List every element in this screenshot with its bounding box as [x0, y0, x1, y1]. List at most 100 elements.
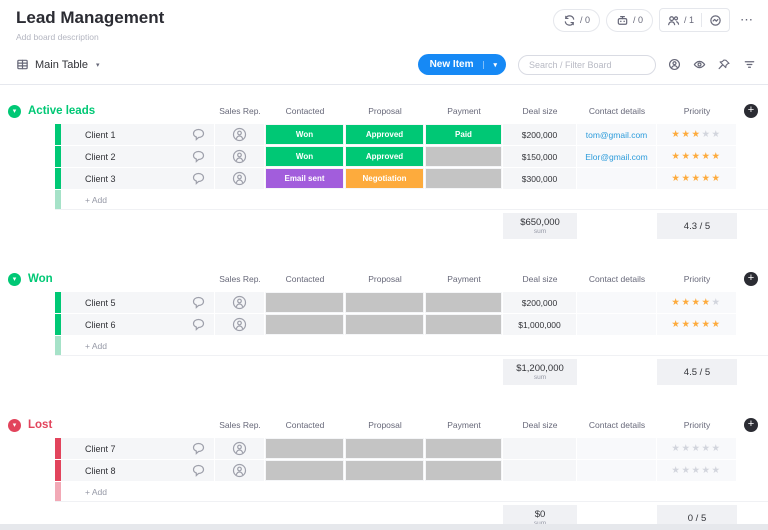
star-filled-icon[interactable]: ★ [711, 151, 722, 162]
star-filled-icon[interactable]: ★ [701, 151, 712, 162]
star-filled-icon[interactable]: ★ [681, 319, 692, 330]
chat-bubble-icon[interactable] [191, 463, 206, 478]
star-filled-icon[interactable]: ★ [691, 297, 702, 308]
deal-size-cell[interactable] [503, 438, 577, 459]
column-header-contacted[interactable]: Contacted [285, 420, 325, 430]
group-title[interactable]: Won [28, 273, 53, 285]
star-empty-icon[interactable]: ★ [701, 443, 712, 454]
star-filled-icon[interactable]: ★ [671, 129, 682, 140]
status-cell-contacted[interactable] [265, 292, 345, 313]
status-cell-payment[interactable] [425, 460, 503, 481]
status-cell-proposal[interactable] [345, 314, 425, 335]
status-cell-payment[interactable] [425, 314, 503, 335]
column-header-contact-details[interactable]: Contact details [588, 274, 646, 284]
star-filled-icon[interactable]: ★ [701, 319, 712, 330]
star-filled-icon[interactable]: ★ [701, 173, 712, 184]
star-empty-icon[interactable]: ★ [691, 465, 702, 476]
priority-cell[interactable]: ★ ★ ★ ★ ★ [657, 146, 737, 167]
tab-main-table[interactable]: Main Table ▾ [16, 58, 100, 71]
star-empty-icon[interactable]: ★ [711, 129, 722, 140]
star-filled-icon[interactable]: ★ [681, 297, 692, 308]
status-cell-proposal[interactable] [345, 438, 425, 459]
filter-icon[interactable] [743, 58, 756, 71]
star-filled-icon[interactable]: ★ [701, 297, 712, 308]
chat-bubble-icon[interactable] [191, 295, 206, 310]
invite-members-button[interactable]: / 1 [667, 14, 694, 27]
column-header-deal-size[interactable]: Deal size [522, 106, 558, 116]
priority-cell[interactable]: ★ ★ ★ ★ ★ [657, 460, 737, 481]
star-empty-icon[interactable]: ★ [701, 465, 712, 476]
group-title[interactable]: Lost [28, 419, 53, 431]
person-filter-icon[interactable] [668, 58, 681, 71]
deal-size-cell[interactable]: $1,000,000 [503, 314, 577, 335]
star-empty-icon[interactable]: ★ [711, 297, 722, 308]
column-header-priority[interactable]: Priority [683, 106, 711, 116]
column-header-proposal[interactable]: Proposal [368, 274, 402, 284]
status-cell-contacted[interactable] [265, 314, 345, 335]
column-header-deal-size[interactable]: Deal size [522, 274, 558, 284]
item-name-cell[interactable]: Client 5 [61, 292, 215, 313]
item-name-cell[interactable]: Client 2 [61, 146, 215, 167]
item-name-cell[interactable]: Client 8 [61, 460, 215, 481]
item-name-cell[interactable]: Client 6 [61, 314, 215, 335]
star-filled-icon[interactable]: ★ [691, 173, 702, 184]
star-filled-icon[interactable]: ★ [691, 151, 702, 162]
status-cell-payment[interactable] [425, 438, 503, 459]
status-cell-proposal[interactable]: Approved [345, 124, 425, 145]
star-empty-icon[interactable]: ★ [711, 443, 722, 454]
star-filled-icon[interactable]: ★ [671, 297, 682, 308]
status-cell-payment[interactable] [425, 292, 503, 313]
column-header-priority[interactable]: Priority [683, 274, 711, 284]
status-cell-contacted[interactable]: Email sent [265, 168, 345, 189]
add-item-row[interactable]: + Add [55, 336, 768, 356]
activity-icon[interactable] [709, 14, 722, 27]
group-collapse-icon[interactable]: ▾ [8, 272, 21, 286]
board-menu-icon[interactable]: ⋯ [740, 12, 754, 27]
star-empty-icon[interactable]: ★ [671, 465, 682, 476]
star-filled-icon[interactable]: ★ [681, 173, 692, 184]
hidden-columns-eye-icon[interactable] [693, 58, 706, 71]
priority-cell[interactable]: ★ ★ ★ ★ ★ [657, 292, 737, 313]
contact-details-cell[interactable] [577, 168, 657, 189]
item-name-cell[interactable]: Client 1 [61, 124, 215, 145]
status-cell-proposal[interactable]: Approved [345, 146, 425, 167]
sales-rep-cell[interactable] [215, 292, 265, 313]
column-header-proposal[interactable]: Proposal [368, 420, 402, 430]
search-input[interactable] [529, 59, 645, 70]
sales-rep-cell[interactable] [215, 314, 265, 335]
add-item-row[interactable]: + Add [55, 482, 768, 502]
star-empty-icon[interactable]: ★ [691, 443, 702, 454]
contact-details-cell[interactable] [577, 438, 657, 459]
status-cell-payment[interactable] [425, 146, 503, 167]
add-column-button[interactable]: + [744, 272, 758, 286]
group-collapse-icon[interactable]: ▾ [8, 418, 21, 432]
priority-cell[interactable]: ★ ★ ★ ★ ★ [657, 124, 737, 145]
priority-cell[interactable]: ★ ★ ★ ★ ★ [657, 438, 737, 459]
new-item-button[interactable]: New Item ▾ [417, 54, 506, 75]
chat-bubble-icon[interactable] [191, 149, 206, 164]
status-cell-contacted[interactable] [265, 460, 345, 481]
column-header-payment[interactable]: Payment [447, 106, 481, 116]
status-cell-payment[interactable] [425, 168, 503, 189]
star-empty-icon[interactable]: ★ [681, 465, 692, 476]
star-filled-icon[interactable]: ★ [671, 151, 682, 162]
sales-rep-cell[interactable] [215, 124, 265, 145]
contact-details-cell[interactable]: tom@gmail.com [577, 124, 657, 145]
deal-size-cell[interactable]: $200,000 [503, 124, 577, 145]
board-description[interactable]: Add board description [16, 32, 99, 42]
contact-details-cell[interactable]: Elor@gmail.com [577, 146, 657, 167]
deal-size-cell[interactable]: $150,000 [503, 146, 577, 167]
chat-bubble-icon[interactable] [191, 127, 206, 142]
deal-size-cell[interactable]: $200,000 [503, 292, 577, 313]
integrations-button[interactable]: / 0 [552, 8, 600, 32]
column-header-proposal[interactable]: Proposal [368, 106, 402, 116]
star-empty-icon[interactable]: ★ [711, 465, 722, 476]
contact-details-cell[interactable] [577, 292, 657, 313]
star-filled-icon[interactable]: ★ [671, 319, 682, 330]
column-header-sales-rep[interactable]: Sales Rep. [219, 274, 261, 284]
star-filled-icon[interactable]: ★ [711, 319, 722, 330]
item-name-cell[interactable]: Client 3 [61, 168, 215, 189]
search-box[interactable] [518, 54, 656, 75]
priority-cell[interactable]: ★ ★ ★ ★ ★ [657, 168, 737, 189]
contact-details-cell[interactable] [577, 460, 657, 481]
